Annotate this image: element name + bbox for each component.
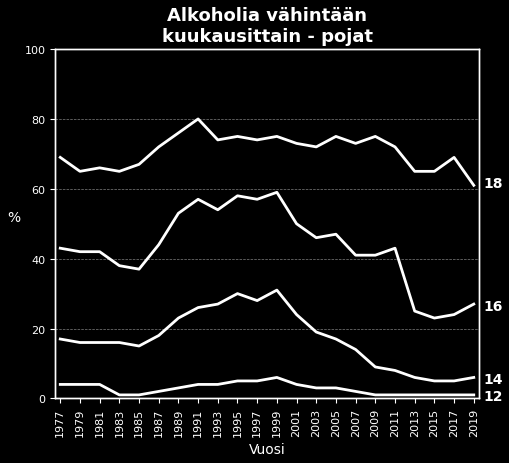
Y-axis label: %: % <box>7 210 20 224</box>
Title: Alkoholia vähintään
kuukausittain - pojat: Alkoholia vähintään kuukausittain - poja… <box>161 7 372 46</box>
X-axis label: Vuosi: Vuosi <box>248 442 285 456</box>
